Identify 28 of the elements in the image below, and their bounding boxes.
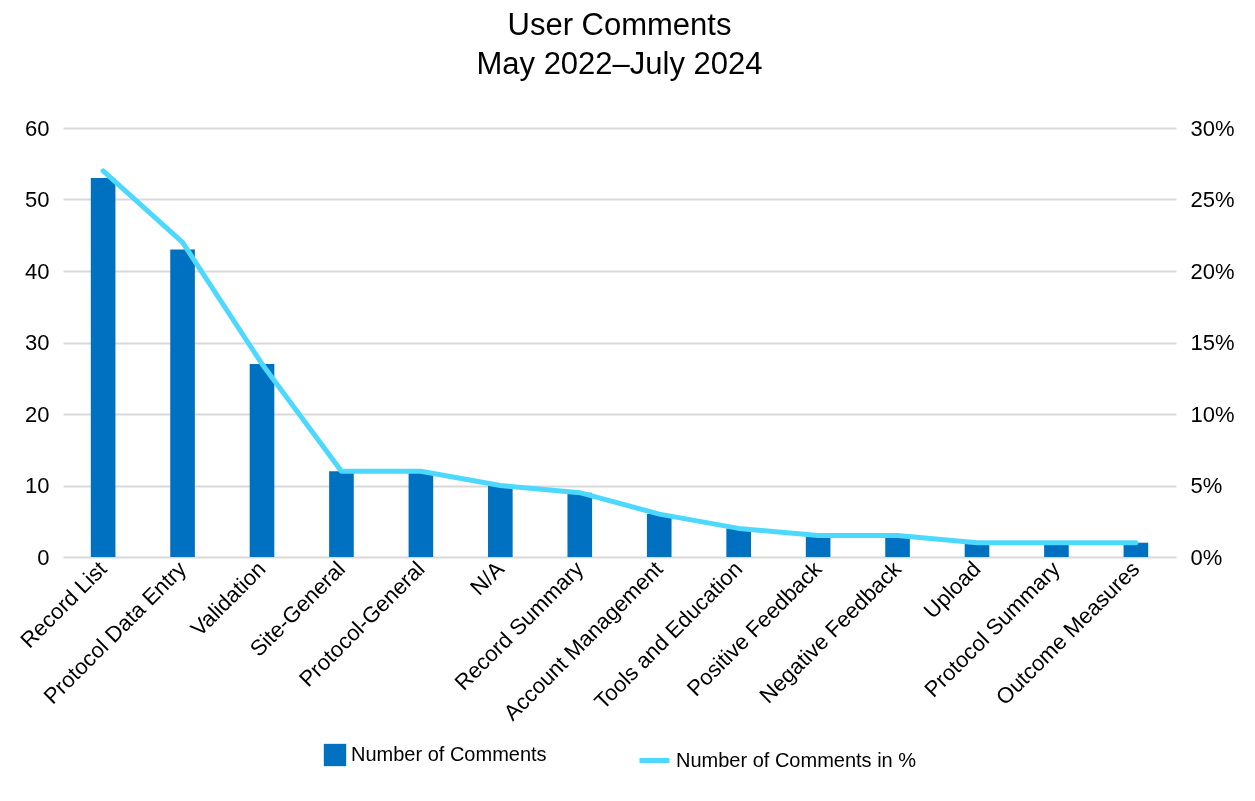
y2-tick-label: 0%	[1190, 544, 1223, 570]
y-tick-label: 50	[25, 187, 50, 212]
y-tick-label: 0	[37, 544, 50, 570]
y-tick-label: 30	[25, 330, 50, 355]
y2-tick-label: 5%	[1190, 473, 1223, 498]
bar	[488, 485, 513, 557]
bar	[726, 528, 751, 557]
y2-tick-label: 25%	[1190, 187, 1235, 212]
bar	[170, 249, 195, 557]
legend-label: Number of Comments in %	[676, 748, 917, 771]
y2-tick-label: 10%	[1190, 401, 1235, 427]
bar	[646, 514, 672, 557]
chart-subtitle: May 2022–July 2024	[476, 46, 763, 81]
y-tick-label: 10	[25, 473, 50, 498]
y-tick-label: 60	[25, 115, 50, 141]
y-tick-label: 20	[25, 401, 50, 427]
chart-title: User Comments	[507, 7, 732, 42]
y2-tick-label: 15%	[1190, 330, 1235, 355]
legend-label: Number of Comments	[351, 743, 547, 765]
bar	[329, 471, 354, 557]
bar	[567, 492, 593, 557]
bar	[90, 178, 116, 557]
y2-tick-label: 30%	[1190, 115, 1235, 141]
bar	[249, 363, 275, 557]
y-tick-label: 40	[25, 258, 50, 284]
bar	[408, 471, 434, 557]
y2-tick-label: 20%	[1190, 258, 1235, 284]
x-tick-label: N/A	[465, 556, 510, 600]
